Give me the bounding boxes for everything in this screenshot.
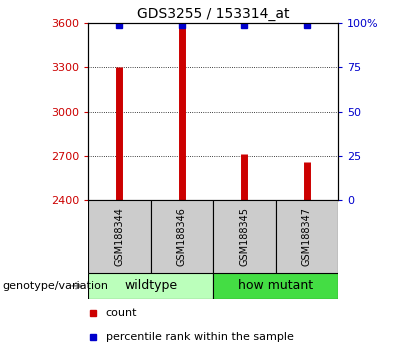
Text: GSM188346: GSM188346 — [177, 207, 187, 266]
Title: GDS3255 / 153314_at: GDS3255 / 153314_at — [137, 7, 289, 21]
Text: wildtype: wildtype — [124, 279, 177, 292]
Text: GSM188347: GSM188347 — [302, 207, 312, 266]
Text: GSM188344: GSM188344 — [114, 207, 124, 266]
Text: GSM188345: GSM188345 — [239, 207, 249, 266]
Text: percentile rank within the sample: percentile rank within the sample — [106, 332, 294, 342]
Text: genotype/variation: genotype/variation — [2, 281, 108, 291]
Bar — [88, 200, 151, 273]
Bar — [88, 273, 213, 299]
Text: how mutant: how mutant — [238, 279, 313, 292]
Bar — [151, 200, 213, 273]
Bar — [213, 273, 338, 299]
Bar — [276, 200, 338, 273]
Bar — [213, 200, 276, 273]
Text: count: count — [106, 308, 137, 318]
